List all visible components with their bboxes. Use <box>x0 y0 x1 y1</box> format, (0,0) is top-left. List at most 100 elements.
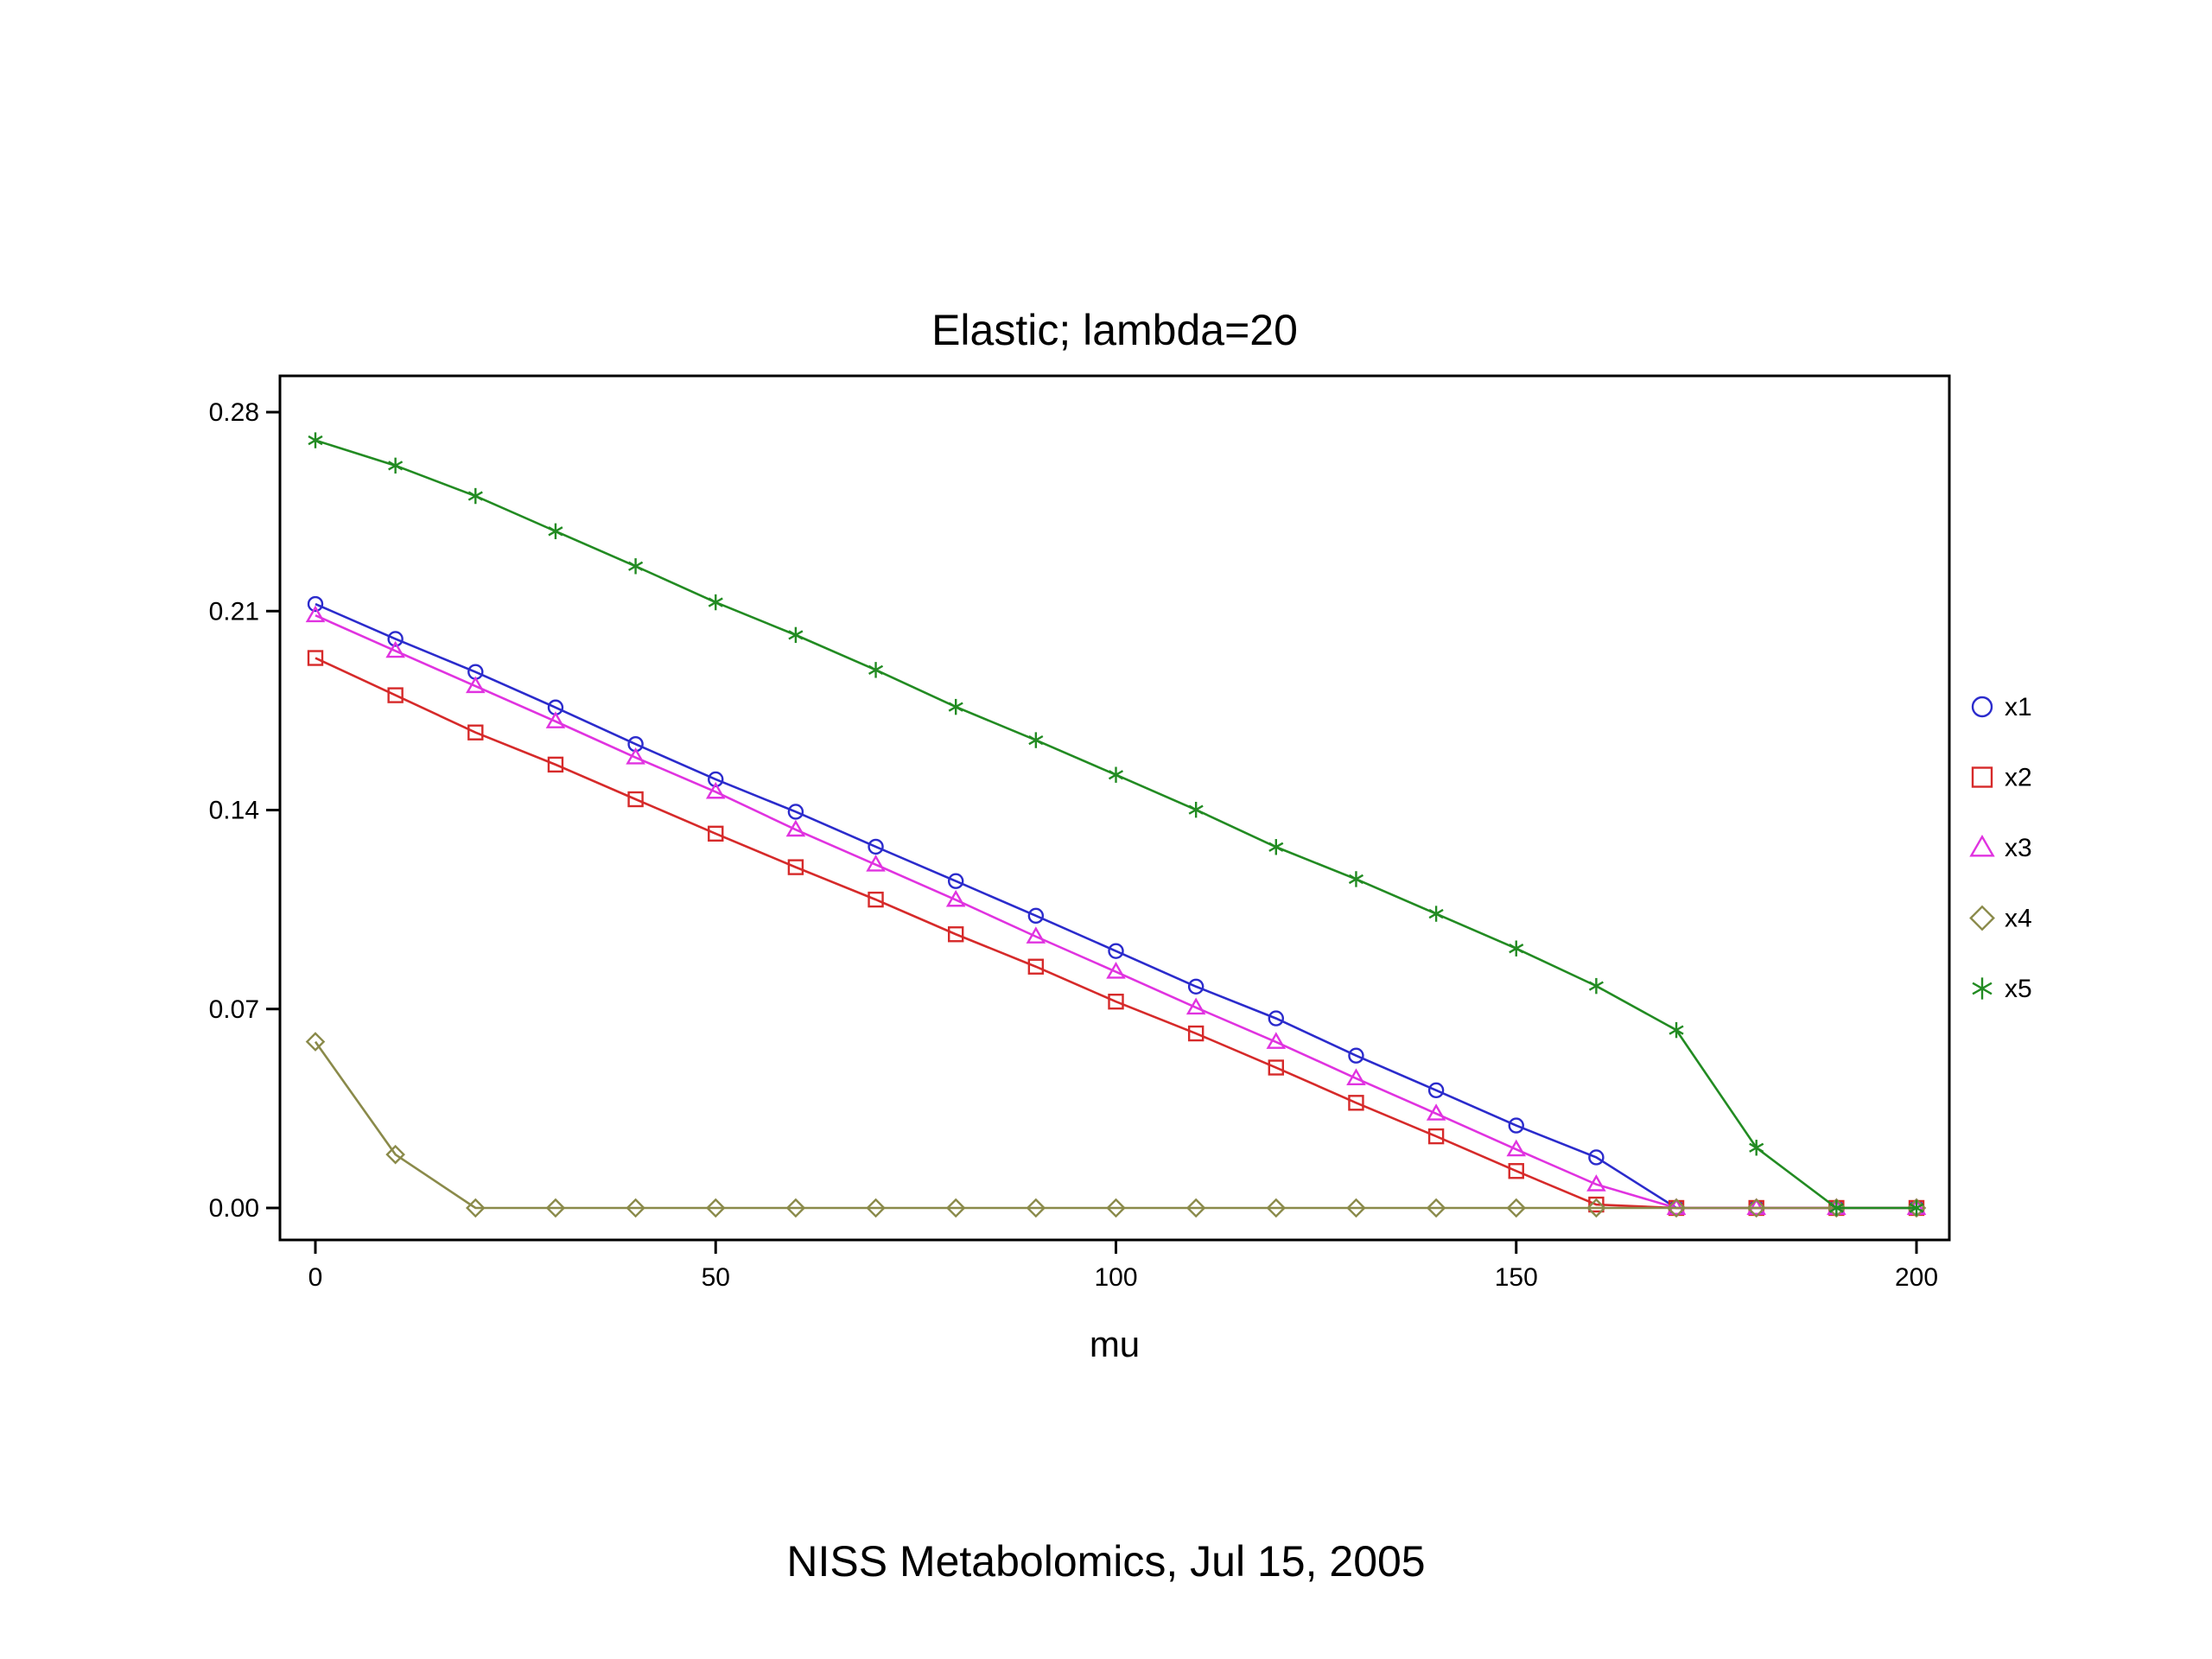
x-axis: 0 50 100 150 200 <box>308 1240 1938 1292</box>
series-layer <box>305 432 1927 1218</box>
y-axis: 0.00 0.07 0.14 0.21 0.28 <box>209 398 280 1223</box>
series-line <box>315 439 1916 1210</box>
plot-frame <box>278 374 1951 1242</box>
x-tick-label: 0 <box>308 1263 323 1292</box>
series-line <box>315 657 1916 1210</box>
data-point-circle <box>1971 696 1993 718</box>
data-point-square <box>1027 958 1045 975</box>
legend-label: x1 <box>2005 693 2032 721</box>
data-point-star <box>708 594 723 611</box>
data-point-diamond <box>1666 1198 1687 1218</box>
data-point-circle <box>307 595 324 613</box>
data-point-circle <box>787 804 804 820</box>
data-point-triangle <box>305 605 326 623</box>
y-tick-label: 0.28 <box>209 398 259 427</box>
data-point-circle <box>708 771 724 788</box>
data-point-diamond <box>1586 1198 1606 1218</box>
data-point-square <box>547 756 564 773</box>
legend-item-x4: x4 <box>1969 905 2032 933</box>
data-point-star <box>388 457 404 474</box>
data-point-star <box>1669 1021 1684 1039</box>
x-axis-label: mu <box>1090 1324 1140 1364</box>
series-x4 <box>305 1032 1927 1218</box>
data-point-triangle <box>1106 962 1126 979</box>
x-tick-label: 150 <box>1495 1263 1538 1292</box>
data-point-square <box>787 859 804 875</box>
legend-label: x5 <box>2005 975 2032 1003</box>
data-point-circle <box>1348 1047 1364 1064</box>
data-point-triangle <box>866 855 886 872</box>
data-point-star <box>1749 1140 1764 1156</box>
series-x1 <box>307 595 1925 1217</box>
data-point-triangle <box>945 889 966 907</box>
data-point-star <box>868 662 884 678</box>
data-point-diamond <box>785 1198 806 1218</box>
y-tick-label: 0.07 <box>209 995 259 1024</box>
data-point-circle <box>1027 907 1045 925</box>
data-point-diamond <box>1106 1198 1126 1218</box>
data-point-circle <box>1427 1082 1445 1099</box>
data-point-triangle <box>545 711 566 728</box>
data-point-diamond <box>1185 1198 1206 1218</box>
data-point-square <box>1187 1025 1205 1042</box>
data-point-triangle <box>1026 926 1046 944</box>
data-point-circle <box>1268 1010 1285 1027</box>
x-tick-label: 50 <box>702 1263 730 1292</box>
data-point-triangle <box>1266 1032 1287 1049</box>
data-point-diamond <box>945 1198 966 1218</box>
y-tick-label: 0.00 <box>209 1194 259 1223</box>
data-point-square <box>947 926 964 943</box>
legend-label: x2 <box>2005 764 2032 792</box>
data-point-diamond <box>305 1032 326 1052</box>
data-point-star <box>948 698 963 715</box>
data-point-circle <box>1187 978 1205 995</box>
data-point-star <box>1972 977 1993 1000</box>
data-point-diamond <box>1026 1198 1046 1218</box>
data-point-square <box>627 791 644 808</box>
data-point-star <box>788 626 804 644</box>
data-point-diamond <box>705 1198 726 1218</box>
data-point-square <box>1268 1059 1285 1076</box>
data-point-triangle <box>1506 1139 1527 1157</box>
data-point-square <box>1427 1128 1445 1145</box>
series-x5 <box>308 432 1924 1217</box>
data-point-square <box>708 825 724 842</box>
series-line <box>315 613 1916 1210</box>
data-point-triangle <box>1346 1068 1366 1086</box>
series-x3 <box>305 605 1927 1216</box>
data-point-diamond <box>1346 1198 1366 1218</box>
data-point-diamond <box>626 1198 645 1218</box>
data-point-circle <box>1108 943 1124 959</box>
x-tick-label: 200 <box>1895 1263 1938 1292</box>
data-point-diamond <box>1746 1198 1766 1218</box>
legend-label: x4 <box>2005 905 2032 933</box>
legend: x1 x2 x3 x4 x5 <box>1969 693 2032 1003</box>
series-x2 <box>307 650 1925 1217</box>
data-point-square <box>467 724 484 741</box>
data-point-triangle <box>1426 1103 1446 1121</box>
data-point-star <box>1348 871 1364 887</box>
data-point-triangle <box>1185 997 1206 1015</box>
data-point-square <box>1348 1095 1364 1111</box>
series-line <box>315 602 1916 1210</box>
legend-item-x5: x5 <box>1972 975 2032 1003</box>
data-point-star <box>1428 906 1444 922</box>
data-point-circle <box>387 631 404 647</box>
data-point-star <box>1028 732 1044 748</box>
data-point-star <box>548 523 563 540</box>
data-point-square <box>868 891 884 908</box>
data-point-circle <box>868 838 884 855</box>
legend-item-x2: x2 <box>1971 764 2032 792</box>
data-point-star <box>1509 940 1524 957</box>
data-point-star <box>1828 1199 1844 1217</box>
data-point-star <box>1188 801 1204 818</box>
data-point-square <box>1971 766 1993 788</box>
data-point-triangle <box>785 819 806 837</box>
data-point-circle <box>1588 1149 1605 1166</box>
data-point-triangle <box>1969 834 1995 857</box>
data-point-square <box>307 650 324 666</box>
data-point-circle <box>947 873 964 889</box>
legend-item-x3: x3 <box>1969 834 2032 862</box>
data-point-diamond <box>385 1144 405 1165</box>
